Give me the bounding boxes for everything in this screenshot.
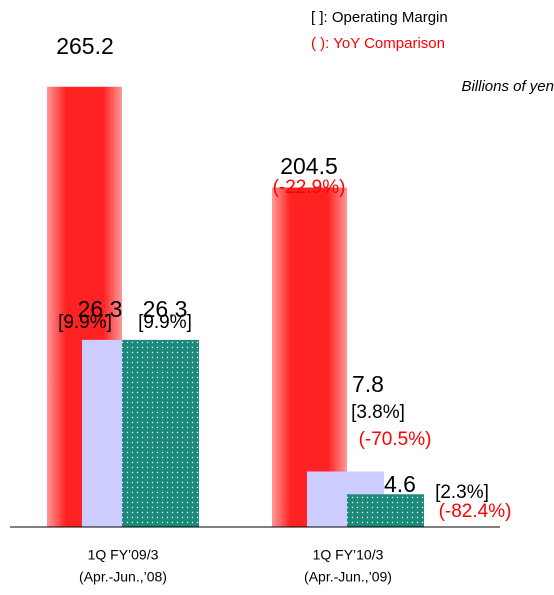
x-tick-label: 1Q FY’10/3 <box>313 547 384 563</box>
value-label: 26.3 <box>78 296 123 322</box>
value-label: 7.8 <box>352 371 384 397</box>
margin-label: [2.3%] <box>435 482 489 503</box>
bar <box>272 187 347 527</box>
margin-label: [3.8%] <box>351 402 405 423</box>
yoy-label: (-70.5%) <box>359 429 432 450</box>
value-label: 204.5 <box>280 153 338 179</box>
x-tick-label: (Apr.-Jun.,’08) <box>79 569 167 585</box>
note: ( ): YoY Comparison <box>311 35 445 52</box>
x-tick-label: 1Q FY’09/3 <box>88 547 159 563</box>
bar <box>122 339 199 527</box>
bar <box>347 494 424 527</box>
margin-label: [9.9%] <box>138 312 192 333</box>
yoy-label: (-82.4%) <box>439 501 512 522</box>
unit-label: Billions of yen <box>461 78 554 95</box>
value-label: 26.3 <box>143 296 188 322</box>
yoy-label: (-22.9%) <box>273 177 346 198</box>
value-label: 4.6 <box>384 471 416 497</box>
margin-label: [9.9%] <box>58 312 112 333</box>
note: [ ]: Operating Margin <box>311 9 448 26</box>
value-label: 265.2 <box>56 33 114 59</box>
x-tick-label: (Apr.-Jun.,’09) <box>304 569 392 585</box>
